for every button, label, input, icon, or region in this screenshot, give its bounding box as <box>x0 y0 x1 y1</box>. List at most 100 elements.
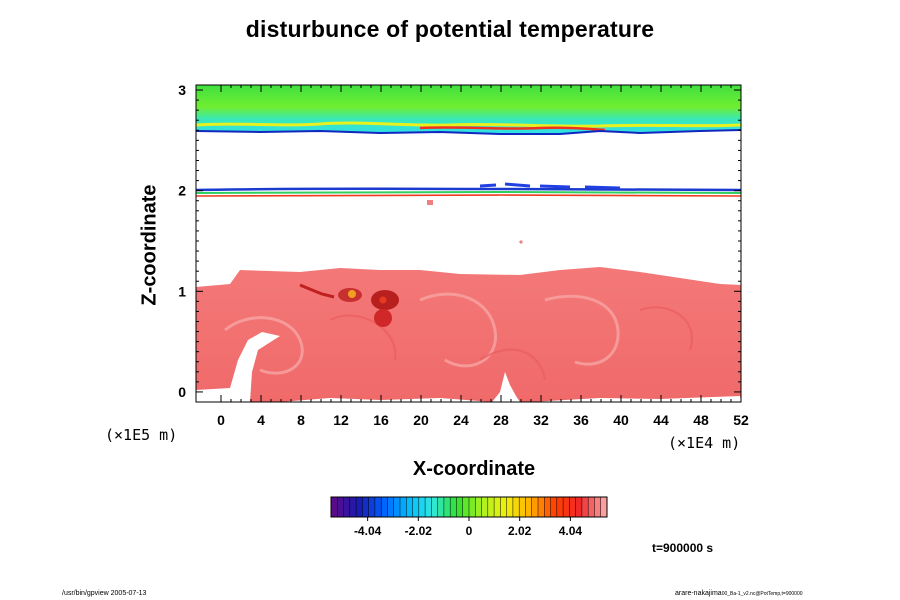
x-scale-note: (×1E4 m) <box>668 434 741 452</box>
intense-cell <box>299 283 399 327</box>
colorbar-cell <box>594 497 602 517</box>
footer-command: /usr/bin/gpview 2005-07-13 <box>62 590 147 597</box>
colorbar-cell <box>437 497 445 517</box>
x-axis: 0 4 8 12 16 20 24 28 32 36 40 44 48 52 <box>217 85 749 428</box>
colorbar-cell <box>588 497 595 517</box>
colorbar-tick-label: 0 <box>466 524 473 538</box>
field-regions <box>195 85 742 402</box>
colorbar-cell <box>418 497 426 517</box>
x-tick-label: 40 <box>613 412 629 428</box>
colorbar-cell <box>569 497 577 517</box>
colorbar-cell <box>387 497 395 517</box>
colorbar-cell <box>519 497 526 517</box>
colorbar-cell <box>374 497 382 517</box>
x-tick-label: 8 <box>297 412 305 428</box>
colorbar-cell <box>425 497 432 517</box>
lower-white-gap-center <box>492 372 520 402</box>
colorbar-cell <box>538 497 545 517</box>
colorbar-tick-label: 4.04 <box>559 524 583 538</box>
x-tick-label: 44 <box>653 412 669 428</box>
x-tick-label: 16 <box>373 412 389 428</box>
colorbar-cell <box>393 497 401 517</box>
colorbar: -4.04 -2.02 0 2.02 4.04 <box>330 496 608 538</box>
x-tick-label: 52 <box>733 412 749 428</box>
colorbar-cell <box>343 497 351 517</box>
colorbar-cell <box>356 497 363 517</box>
chart-title: disturbunce of potential temperature <box>245 16 655 42</box>
x-tick-label: 12 <box>333 412 349 428</box>
y-axis-label: Z-coordinate <box>138 184 161 306</box>
y-tick-label: 1 <box>178 283 186 299</box>
colorbar-cell <box>406 497 414 517</box>
colorbar-cell <box>349 497 357 517</box>
colorbar-cell <box>600 497 608 517</box>
colorbar-tick-label: 2.02 <box>508 524 532 538</box>
colorbar-cell <box>475 497 483 517</box>
x-axis-label: X-coordinate <box>412 458 536 480</box>
colorbar-cell <box>337 497 345 517</box>
footer-source-file: 00_Ba-1_v2.nc@PotTemp,t=900000 <box>721 591 803 597</box>
colorbar-cell <box>456 497 464 517</box>
y-tick-label: 0 <box>178 384 186 400</box>
colorbar-cell <box>494 497 501 517</box>
colorbar-cell <box>531 497 539 517</box>
x-tick-label: 20 <box>413 412 429 428</box>
front-line-green <box>195 190 742 194</box>
lower-swirl-4 <box>329 306 693 381</box>
x-tick-label: 48 <box>693 412 709 428</box>
front-line-red <box>195 194 742 197</box>
colorbar-cell <box>450 497 457 517</box>
lower-swirl-3 <box>544 294 620 366</box>
footer-source-main: arare-nakajima <box>675 590 722 597</box>
colorbar-cell <box>506 497 514 517</box>
x-tick-label: 32 <box>533 412 549 428</box>
time-label: t=900000 s <box>652 541 714 555</box>
colorbar-cell <box>443 497 451 517</box>
plot-frame <box>195 84 742 403</box>
x-tick-label: 36 <box>573 412 589 428</box>
x-tick-label: 24 <box>453 412 469 428</box>
colorbar-tick-label: -2.02 <box>405 524 433 538</box>
colorbar-cell <box>575 497 583 517</box>
footer-source: arare-nakajima00_Ba-1_v2.nc@PotTemp,t=90… <box>675 590 803 597</box>
colorbar-cell <box>487 497 495 517</box>
colorbar-cell <box>381 497 388 517</box>
colorbar-cell <box>431 497 439 517</box>
lower-swirl-1 <box>224 316 304 375</box>
upper-layer-base-line <box>195 129 742 135</box>
lower-swirl-2 <box>419 292 497 368</box>
front-blue-patches <box>479 182 621 190</box>
colorbar-cell <box>462 497 470 517</box>
colorbar-cell <box>550 497 558 517</box>
x-tick-label: 28 <box>493 412 509 428</box>
colorbar-cell <box>400 497 407 517</box>
y-scale-note: (×1E5 m) <box>105 426 178 444</box>
front-red-speck <box>427 200 433 205</box>
lower-layer-region <box>196 267 741 402</box>
lower-white-gap-left <box>196 332 280 402</box>
y-tick-label: 3 <box>178 82 186 98</box>
upper-layer-red-streak <box>419 126 606 132</box>
colorbar-cell <box>581 497 589 517</box>
front-line-blue <box>195 187 742 192</box>
y-tick-label: 2 <box>178 183 186 199</box>
lower-white-gap-bottom <box>280 396 741 402</box>
colorbar-cell <box>556 497 564 517</box>
colorbar-cell <box>412 497 420 517</box>
upper-layer-yellow-stripe <box>195 121 742 128</box>
colorbar-cell <box>368 497 376 517</box>
colorbar-cell <box>331 497 338 517</box>
colorbar-tick-label: -4.04 <box>354 524 382 538</box>
colorbar-cell <box>481 497 489 517</box>
colorbar-cell <box>500 497 508 517</box>
colorbar-cell <box>525 497 533 517</box>
upper-layer-region <box>196 85 741 134</box>
x-tick-label: 4 <box>257 412 265 428</box>
front-red-dot <box>519 240 523 244</box>
colorbar-cell <box>362 497 370 517</box>
y-axis: 0 1 2 3 <box>178 82 741 400</box>
colorbar-cell <box>563 497 570 517</box>
colorbar-cell <box>544 497 552 517</box>
x-tick-label: 0 <box>217 412 225 428</box>
